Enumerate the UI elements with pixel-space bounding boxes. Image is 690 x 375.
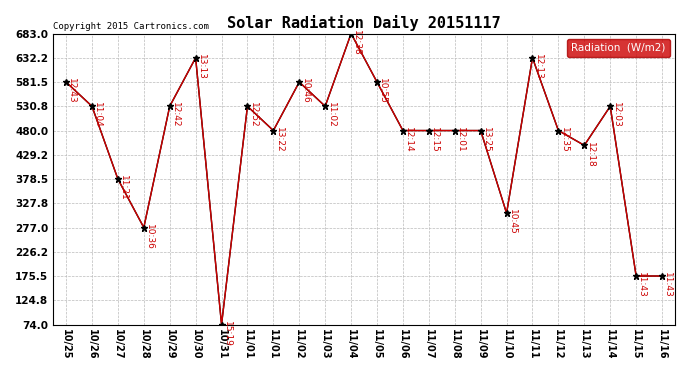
Text: 12:15: 12:15 bbox=[430, 127, 439, 153]
Text: 10:46: 10:46 bbox=[301, 78, 310, 104]
Text: 12:18: 12:18 bbox=[586, 141, 595, 167]
Text: 11:43: 11:43 bbox=[638, 272, 647, 298]
Text: 12:38: 12:38 bbox=[353, 30, 362, 56]
Text: 10:36: 10:36 bbox=[145, 224, 154, 250]
Text: 10:55: 10:55 bbox=[378, 78, 387, 104]
Text: 12:43: 12:43 bbox=[68, 78, 77, 104]
Text: 12:14: 12:14 bbox=[404, 127, 413, 152]
Text: 15:19: 15:19 bbox=[223, 321, 232, 346]
Title: Solar Radiation Daily 20151117: Solar Radiation Daily 20151117 bbox=[227, 15, 501, 31]
Text: 11:02: 11:02 bbox=[326, 102, 335, 128]
Text: 11:43: 11:43 bbox=[663, 272, 672, 298]
Text: 11:21: 11:21 bbox=[119, 175, 128, 201]
Text: 13:22: 13:22 bbox=[275, 127, 284, 152]
Text: 12:13: 12:13 bbox=[534, 54, 543, 80]
Text: 12:52: 12:52 bbox=[249, 102, 258, 128]
Text: 12:42: 12:42 bbox=[171, 102, 180, 128]
Text: 10:45: 10:45 bbox=[508, 209, 517, 235]
Text: 11:04: 11:04 bbox=[93, 102, 102, 128]
Text: 12:35: 12:35 bbox=[560, 127, 569, 153]
Text: Copyright 2015 Cartronics.com: Copyright 2015 Cartronics.com bbox=[53, 22, 209, 31]
Text: 12:03: 12:03 bbox=[611, 102, 620, 128]
Text: 13:13: 13:13 bbox=[197, 54, 206, 80]
Text: 12:01: 12:01 bbox=[456, 127, 465, 153]
Text: 13:25: 13:25 bbox=[482, 127, 491, 153]
Legend: Radiation  (W/m2): Radiation (W/m2) bbox=[567, 39, 670, 57]
